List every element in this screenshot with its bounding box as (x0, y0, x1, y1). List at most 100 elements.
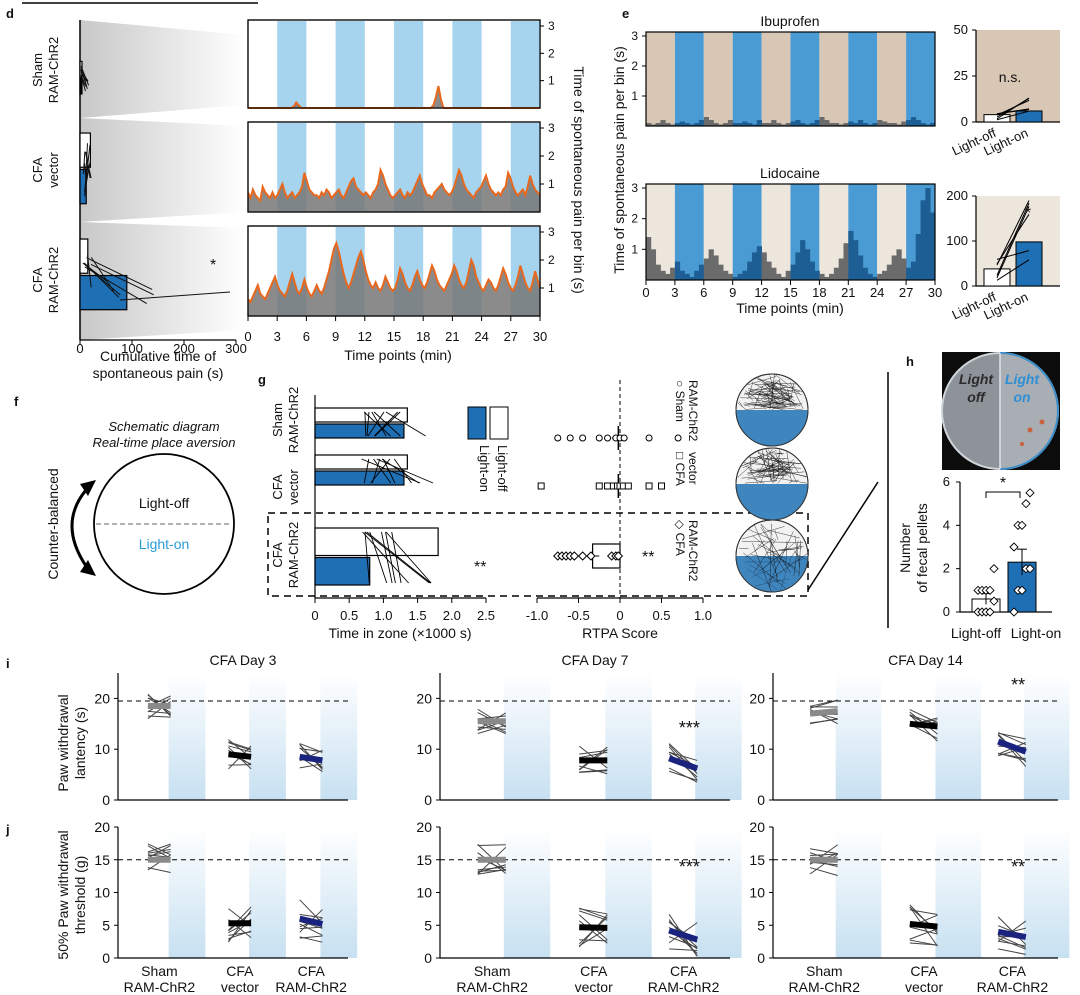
h-ylabel-group: Number of fecal pellets (897, 503, 930, 593)
e-trace-bar (920, 200, 926, 280)
g-arena-track (750, 457, 752, 473)
d-bar-on (79, 168, 87, 205)
e-trace-bar (732, 276, 738, 280)
g-arena-track (763, 398, 781, 405)
e-trace-bar (689, 124, 695, 126)
g-arena-track (773, 454, 780, 464)
ij-subject-line (997, 934, 1027, 949)
d-trace-ylabel: Time of spontaneous pain per bin (s) (571, 66, 587, 294)
g-arena-track (774, 387, 791, 402)
i-ylabel-group: Paw withdrawal lantency (s) (55, 694, 88, 791)
g-score-legend-2-line1: □ CFA (673, 452, 687, 486)
e-bar-pair-line (996, 108, 1030, 115)
g-arena-track (779, 470, 807, 477)
e-trace-bar (665, 123, 671, 126)
e-trace-bar (684, 273, 690, 280)
g-arena-track (756, 557, 776, 574)
g-arena-light-on (736, 484, 808, 520)
g-bar-pair-line (366, 531, 431, 584)
e-light-on-band (674, 32, 704, 126)
e-light-on-band (906, 32, 935, 126)
g-bar-pair-line (381, 531, 393, 584)
ij-shade-column (168, 673, 206, 800)
g-arena-track (792, 463, 799, 473)
e-trace-bar (742, 270, 748, 280)
e-trace-bar (853, 240, 859, 280)
g-group-1-line1: Sham (270, 403, 285, 437)
ij-shade-column (835, 673, 882, 800)
h-photo-off-1: Light (959, 371, 995, 387)
e-trace-bar (660, 270, 666, 280)
e-trace-bar (862, 123, 868, 126)
ij-ytick-label: 10 (94, 741, 110, 757)
j-xtick-line2: RAM-ChR2 (977, 979, 1049, 995)
h-point (1017, 585, 1027, 595)
g-bar-pair-line (371, 411, 387, 437)
ij-shade-column (503, 673, 551, 800)
g-bar-pair-line (361, 458, 421, 484)
e-light-off-band (877, 32, 907, 126)
e-trace-bar (877, 120, 883, 126)
e-trace-bar (703, 117, 710, 126)
g-bar-pair-line (362, 531, 409, 584)
d-bar-pair-line (85, 152, 91, 179)
g-group-2-line1: CFA (270, 474, 285, 500)
j-xtick-line2: vector (575, 979, 613, 995)
g-arena-track (745, 405, 796, 410)
ij-significance: *** (679, 857, 700, 877)
h-ytick-label: 6 (943, 474, 950, 489)
e-bar2-sig: * (1025, 205, 1031, 222)
ij-shade-column (1023, 673, 1070, 800)
j-ylabel-2: threshold (g) (72, 856, 88, 935)
e-trace-bar (819, 273, 825, 280)
j-xtick-line2: RAM-ChR2 (456, 979, 528, 995)
e-barplot-ytick-label: 50 (954, 22, 968, 37)
e-trace-bar (665, 273, 671, 280)
g-arena-track (769, 523, 772, 587)
g-score-legend-1-line1: ○ Sham (673, 380, 687, 422)
g-arena-track (744, 380, 777, 395)
d-bar-pair-line (80, 72, 87, 82)
e-bar-pair-line (996, 97, 1030, 120)
i-title: CFA Day 3 (210, 652, 277, 668)
g-arena-track (761, 397, 791, 407)
e-bar-pair-line (996, 250, 1030, 260)
ij-ytick-label: 15 (749, 852, 765, 868)
ij-ytick-label: 5 (424, 917, 432, 933)
e-barplot-ytick-label: 200 (946, 188, 968, 203)
ij-ytick-label: 0 (424, 792, 432, 808)
g-score-xtick-label: 1.0 (694, 608, 712, 623)
g-group-3-line1: CFA (270, 542, 285, 568)
h-point (1009, 542, 1019, 552)
g-bar-pair-line (391, 531, 402, 584)
ij-subject-line (578, 928, 608, 947)
e-trace-bar (679, 270, 685, 280)
panel-label-h: h (906, 354, 914, 369)
ij-subject-line (477, 869, 506, 872)
e-xtick-label: 12 (754, 285, 768, 300)
ij-subject-line (809, 718, 838, 724)
panel-f: Schematic diagram Real-time place aversi… (45, 419, 236, 595)
g-arenas-group (735, 373, 809, 593)
e-trace-bar (896, 124, 902, 126)
e-title-2: Lidocaine (760, 165, 820, 181)
h-photo-on-2: on (1013, 389, 1030, 405)
g-arena-track (770, 531, 794, 581)
g-group-label-3: CFA RAM-ChR2 (270, 522, 301, 588)
e-trace-bar (751, 124, 758, 126)
g-arena-track (772, 387, 790, 403)
g-arena-track (754, 540, 765, 552)
ij-ytick-label: 5 (757, 917, 765, 933)
e-trace-bar (737, 123, 743, 126)
h-sig-bracket (985, 491, 1021, 498)
ij-shade-column (695, 827, 742, 958)
h-point (1009, 607, 1019, 617)
ij-subject-line (477, 844, 506, 846)
ij-mean-line (668, 755, 699, 772)
g-arena-track (780, 466, 789, 469)
g-arena-track (768, 467, 783, 472)
g-group-1-line2: RAM-ChR2 (286, 387, 301, 453)
j-xtick-line1: CFA (298, 963, 326, 979)
g-arena-track (742, 460, 758, 469)
d-light-on-band (510, 21, 540, 107)
